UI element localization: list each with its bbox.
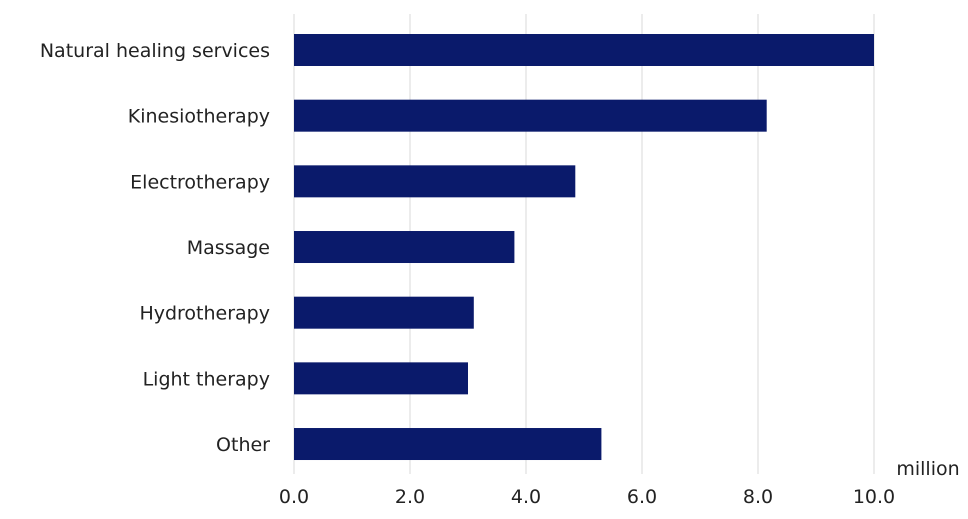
x-tick-label: 6.0 — [627, 486, 657, 508]
x-tick-label: 8.0 — [743, 486, 773, 508]
x-tick-label: 2.0 — [395, 486, 425, 508]
bars — [294, 34, 874, 461]
bar — [294, 231, 515, 264]
x-tick-label: 0.0 — [279, 486, 309, 508]
category-label: Light therapy — [143, 368, 270, 390]
x-tick-label: 4.0 — [511, 486, 541, 508]
category-label: Other — [216, 434, 270, 456]
bar — [294, 34, 874, 66]
bar — [294, 99, 767, 132]
category-labels: Natural healing services Kinesiotherapy El… — [40, 40, 270, 456]
category-label: Natural healing services — [40, 40, 270, 62]
x-axis-unit-label: million — [896, 458, 959, 480]
category-label: Kinesiotherapy — [128, 106, 270, 128]
category-label: Hydrotherapy — [139, 303, 270, 325]
bar — [294, 362, 468, 395]
category-label: Massage — [187, 237, 270, 259]
category-label: Electrotherapy — [130, 171, 270, 193]
bar — [294, 296, 474, 329]
x-tick-label: 10.0 — [853, 486, 895, 508]
bar — [294, 428, 602, 461]
gridlines — [293, 14, 875, 474]
x-tick-labels: 0.0 2.0 4.0 6.0 8.0 10.0 — [279, 486, 895, 508]
bar — [294, 165, 576, 198]
